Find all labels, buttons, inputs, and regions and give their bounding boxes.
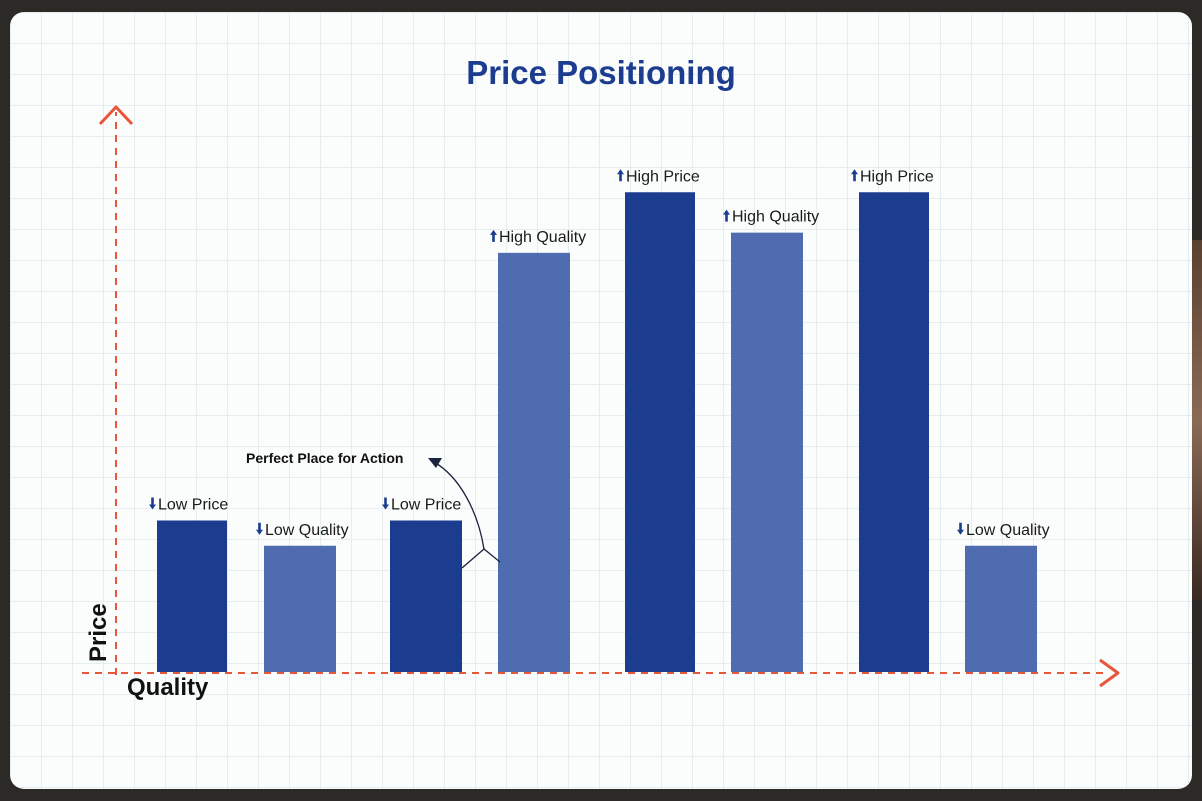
bar-label-8: Low Quality: [966, 522, 1050, 539]
bar-label-3: Low Price: [391, 497, 461, 514]
bar-label-4: High Quality: [499, 229, 586, 246]
arrow-down-icon: [149, 497, 156, 510]
arrow-up-icon: [490, 229, 497, 242]
axes: [82, 105, 1120, 688]
x-axis-arrowhead: [1099, 658, 1120, 688]
annotation-bracket: [461, 548, 501, 569]
bar-labels: Low Price Low Quality Low Price High Qualit…: [149, 168, 1050, 539]
bar-6: [731, 232, 803, 672]
bar-5: [625, 192, 695, 672]
y-axis-arrowhead: [98, 105, 134, 126]
chart-title: Price Positioning: [466, 54, 736, 91]
bar-4: [498, 252, 570, 672]
x-axis-label: Quality: [127, 674, 209, 701]
bar-3: [390, 520, 462, 672]
bar-label-7: High Price: [860, 168, 934, 185]
annotation-curve: [433, 461, 485, 550]
chart-plot: Low Price Low Quality Low Price High Qualit…: [82, 105, 1120, 688]
bar-8: [965, 545, 1037, 672]
bar-label-5: High Price: [626, 168, 700, 185]
bar-1: [157, 520, 227, 672]
bar-label-1: Low Price: [158, 497, 228, 514]
arrow-down-icon: [256, 522, 263, 535]
chart-card: Price Positioning Low Price Low Quality Lo…: [10, 12, 1192, 789]
bar-label-6: High Quality: [732, 209, 819, 226]
arrow-up-icon: [851, 169, 858, 182]
bar-label-2: Low Quality: [265, 522, 349, 539]
arrow-down-icon: [382, 497, 389, 510]
annotation-text: Perfect Place for Action: [246, 450, 404, 466]
bars: [157, 192, 1037, 672]
y-axis-label: Price: [85, 603, 112, 662]
annotation-arrowhead: [428, 458, 442, 468]
annotation-lines: [428, 458, 501, 569]
arrow-up-icon: [723, 209, 730, 222]
arrow-down-icon: [957, 522, 964, 535]
background-strip: [1192, 240, 1202, 600]
bar-2: [264, 545, 336, 672]
bar-7: [859, 192, 929, 672]
arrow-up-icon: [617, 169, 624, 182]
